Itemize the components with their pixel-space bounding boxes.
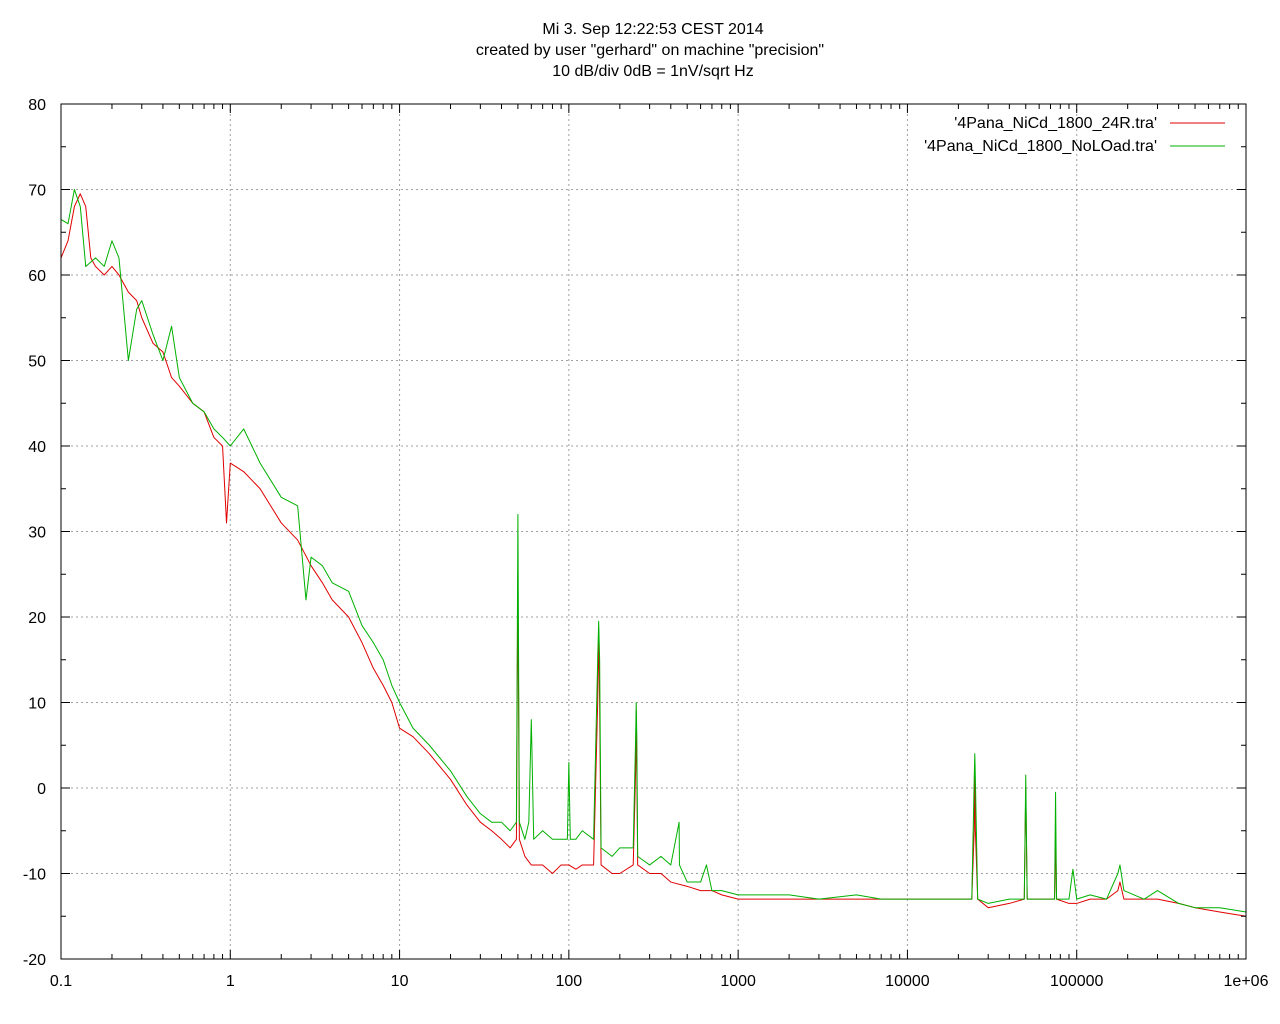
x-tick-label: 10: [391, 973, 409, 990]
y-tick-label: -20: [23, 952, 46, 969]
grid: [61, 104, 1246, 959]
y-tick-label: 80: [28, 97, 46, 114]
x-tick-label: 1000: [720, 973, 756, 990]
series-lines: [60, 189, 1247, 917]
x-tick-label: 100000: [1050, 973, 1103, 990]
y-tick-label: 20: [28, 610, 46, 627]
y-tick-label: 0: [37, 781, 46, 798]
title-line-2: created by user "gerhard" on machine "pr…: [476, 42, 824, 59]
series-line-2: [60, 189, 1247, 913]
series-line-1: [60, 193, 1247, 917]
plot-frame: [60, 103, 1247, 960]
x-tick-label: 100: [556, 973, 583, 990]
legend-label-2: '4Pana_NiCd_1800_NoLOad.tra': [924, 138, 1157, 155]
x-tick-label: 10000: [885, 973, 930, 990]
y-tick-label: 40: [28, 439, 46, 456]
y-tick-label: -10: [23, 867, 46, 884]
y-tick-label: 10: [28, 696, 46, 713]
x-tick-label: 1: [226, 973, 235, 990]
legend: '4Pana_NiCd_1800_24R.tra' '4Pana_NiCd_180…: [924, 115, 1225, 155]
title-line-3: 10 dB/div 0dB = 1nV/sqrt Hz: [552, 63, 753, 80]
title-line-1: Mi 3. Sep 12:22:53 CEST 2014: [542, 21, 763, 38]
x-tick-label: 0.1: [50, 973, 72, 990]
y-tick-label: 60: [28, 268, 46, 285]
y-tick-label: 70: [28, 183, 46, 200]
legend-label-1: '4Pana_NiCd_1800_24R.tra': [954, 115, 1157, 132]
x-tick-label: 1e+06: [1224, 973, 1269, 990]
title-block: Mi 3. Sep 12:22:53 CEST 2014 created by …: [476, 21, 824, 80]
ticks: -20 -10 0 10 20 30 40 50 60 70 80 0.1 1 10 100 1000 1000…: [23, 97, 1269, 990]
y-tick-label: 50: [28, 354, 46, 371]
y-tick-label: 30: [28, 525, 46, 542]
